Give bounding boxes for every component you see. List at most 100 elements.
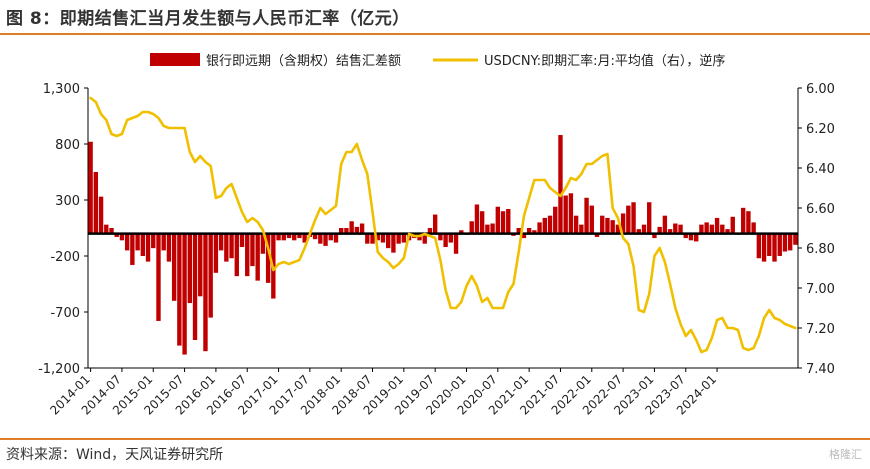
bar [182,233,187,355]
bar [573,215,579,234]
bar [600,215,605,234]
bar [793,233,798,245]
right-tick-label: 6.60 [806,202,835,217]
bar [281,233,286,241]
bar [255,233,260,281]
bar [119,233,125,241]
watermark: 格隆汇 [829,448,862,461]
bar [469,221,474,234]
bar [537,222,542,234]
bar [746,211,751,234]
bar [344,228,349,234]
left-tick-label: -200 [50,250,80,265]
bar [323,233,328,246]
bar [145,233,151,262]
legend-bar-label: 银行即远期（含期权）结售汇差额 [206,53,401,69]
bar [704,222,709,234]
bar [187,233,192,304]
left-tick-label: -700 [50,306,80,321]
bar [490,223,495,234]
bar [234,233,239,277]
bar [88,141,93,234]
bar [166,233,172,262]
bar [626,205,631,234]
bar [725,229,730,234]
bar [239,233,245,248]
bar [563,195,568,234]
bar [385,233,391,249]
right-tick-label: 7.00 [806,282,835,297]
legend-bar-swatch [150,53,200,66]
bar [751,222,756,234]
bar [662,215,668,234]
bar [526,228,532,234]
bar [506,208,511,234]
bar [448,233,454,243]
bar [276,233,281,241]
bar [495,206,501,234]
bar [720,224,725,234]
bar [109,228,114,234]
bar [589,205,594,234]
bar [224,233,229,262]
bar [443,233,448,248]
bar [594,233,600,237]
bar [380,233,386,243]
bar [177,233,182,346]
bar [610,220,615,234]
left-tick-label: 300 [55,194,80,209]
bar [740,207,746,234]
bar [453,233,459,254]
bar [772,233,777,262]
top-rule [0,33,870,35]
bar [615,224,621,234]
bar [229,233,234,259]
bar [605,217,610,234]
bar [260,233,266,254]
bar [312,233,318,240]
bar [422,233,427,244]
bar [396,233,401,244]
bar [683,233,688,239]
left-tick-label: 1,300 [43,82,80,97]
bar [532,230,537,234]
bar [699,224,704,234]
bar [114,233,119,237]
bar [375,233,380,241]
bar [192,233,198,340]
bar [156,233,161,321]
bar [171,233,177,301]
right-tick-label: 7.40 [806,362,835,377]
bar [401,233,407,243]
bar [432,214,438,234]
bar [318,233,323,244]
bar [652,233,657,239]
bar [365,233,370,244]
bar [203,233,208,352]
bar [542,217,547,234]
bar [98,196,104,234]
bar [459,230,464,234]
bar [438,233,443,241]
bar [641,224,647,234]
bar [584,197,589,234]
bar [636,229,641,234]
bar [474,204,480,234]
bar [620,213,626,234]
bar [349,221,354,234]
chart-area: 1,300 800 300 -200 -700 -1,200 6.00 6.20 6.40 6.6… [38,53,835,418]
source-note: 资料来源：Wind，天风证券研究所 [6,447,224,463]
bar [782,233,788,252]
bar [427,228,433,234]
bar [213,233,219,273]
bar [354,226,360,234]
bar [339,228,344,234]
bar [245,233,250,277]
bar [391,233,396,253]
right-tick-label: 6.20 [806,122,835,137]
bar [777,233,782,256]
bar [709,224,715,234]
bar [93,172,99,234]
usdcny-line [89,96,797,354]
bar [302,233,307,243]
